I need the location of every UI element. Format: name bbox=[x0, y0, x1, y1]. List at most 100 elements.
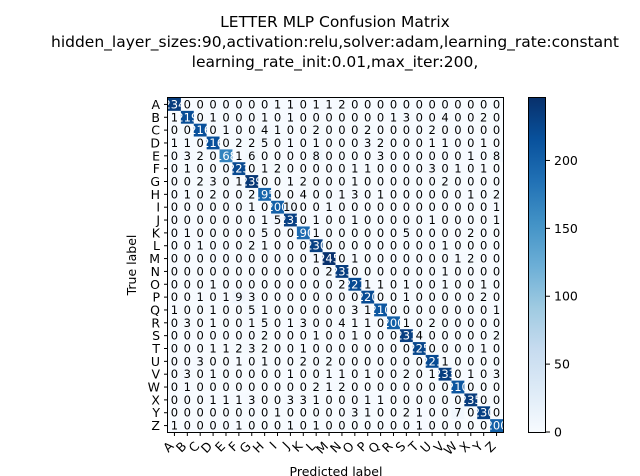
cell-value-label: 0 bbox=[287, 239, 294, 253]
heatmap-cell bbox=[490, 277, 504, 291]
cell-value-label: 2 bbox=[428, 316, 435, 330]
cell-value-label: 0 bbox=[313, 406, 320, 420]
cell-value-label: 1 bbox=[313, 252, 320, 266]
heatmap-cell bbox=[245, 329, 259, 343]
cell-value-label: 0 bbox=[300, 239, 307, 253]
y-tick-label: G bbox=[150, 174, 160, 189]
heatmap-cell bbox=[271, 354, 285, 369]
cell-value-label: 3 bbox=[403, 110, 410, 124]
cell-value-label: 2 bbox=[467, 252, 474, 266]
cell-value-label: 0 bbox=[222, 419, 229, 433]
cell-value-label: 0 bbox=[171, 342, 178, 356]
heatmap-cell bbox=[399, 110, 414, 124]
cell-value-label: 0 bbox=[493, 380, 500, 394]
heatmap-cell bbox=[219, 303, 233, 317]
cell-value-label: 0 bbox=[300, 110, 307, 124]
heatmap-cell bbox=[258, 329, 272, 343]
cell-value-label: 0 bbox=[390, 329, 397, 343]
heatmap-cell bbox=[271, 419, 285, 433]
heatmap-cell bbox=[387, 110, 401, 124]
heatmap-cell bbox=[464, 354, 478, 369]
cell-value-label: 0 bbox=[364, 342, 371, 356]
cell-value-label: 0 bbox=[222, 264, 229, 278]
cell-value-label: 1 bbox=[428, 136, 435, 150]
heatmap-cell bbox=[399, 98, 414, 112]
heatmap-cell bbox=[464, 367, 478, 381]
heatmap-cell bbox=[399, 419, 414, 433]
cell-value-label: 0 bbox=[377, 226, 384, 240]
heatmap-cell bbox=[374, 277, 388, 291]
cell-value-label: 0 bbox=[235, 97, 242, 111]
cell-value-label: 0 bbox=[416, 393, 423, 407]
cell-value-label: 1 bbox=[351, 329, 358, 343]
heatmap-cell bbox=[219, 329, 233, 343]
cell-value-label: 0 bbox=[403, 252, 410, 266]
cell-value-label: 0 bbox=[390, 187, 397, 201]
cell-value-label: 3 bbox=[351, 406, 358, 420]
heatmap-cell bbox=[206, 419, 220, 433]
heatmap-cell bbox=[335, 239, 349, 253]
cell-value-label: 0 bbox=[171, 264, 178, 278]
heatmap-cell bbox=[283, 265, 298, 279]
cell-value-label: 0 bbox=[261, 175, 268, 189]
heatmap-cell bbox=[425, 406, 439, 420]
cell-value-label: 0 bbox=[441, 380, 448, 394]
cell-value-label: 0 bbox=[313, 175, 320, 189]
cell-value-label: 2 bbox=[441, 175, 448, 189]
cell-value-label: 0 bbox=[248, 329, 255, 343]
cell-value-label: 2 bbox=[403, 367, 410, 381]
cell-value-label: 0 bbox=[428, 342, 435, 356]
cell-value-label: 0 bbox=[222, 316, 229, 330]
heatmap-cell bbox=[490, 175, 504, 189]
cell-value-label: 0 bbox=[403, 123, 410, 137]
cell-value-label: 0 bbox=[313, 264, 320, 278]
cell-value-label: 0 bbox=[351, 97, 358, 111]
cell-value-label: 1 bbox=[274, 97, 281, 111]
cell-value-label: 1 bbox=[480, 136, 487, 150]
heatmap-cell bbox=[322, 342, 336, 356]
cell-value-label: 0 bbox=[338, 213, 345, 227]
heatmap-cell bbox=[168, 419, 182, 433]
heatmap-cell bbox=[258, 110, 272, 124]
cell-value-label: 0 bbox=[454, 226, 461, 240]
heatmap-cell bbox=[283, 213, 298, 227]
heatmap-cell bbox=[490, 123, 504, 137]
cell-value-label: 0 bbox=[377, 162, 384, 176]
y-tick-label: M bbox=[149, 251, 160, 266]
heatmap-cell bbox=[322, 316, 336, 330]
cell-value-label: 2 bbox=[248, 136, 255, 150]
heatmap-cell bbox=[477, 98, 491, 112]
heatmap-cell bbox=[438, 200, 452, 214]
cell-value-label: 0 bbox=[171, 393, 178, 407]
heatmap-cell bbox=[245, 419, 259, 433]
heatmap-cell bbox=[425, 239, 439, 253]
heatmap-cell bbox=[168, 393, 182, 407]
cell-value-label: 0 bbox=[222, 187, 229, 201]
heatmap-cell bbox=[245, 239, 259, 253]
cell-value-label: 0 bbox=[416, 175, 423, 189]
cell-value-label: 0 bbox=[428, 252, 435, 266]
heatmap-cell bbox=[399, 252, 414, 266]
heatmap-cell bbox=[374, 303, 388, 317]
heatmap-cell bbox=[206, 329, 220, 343]
cell-value-label: 0 bbox=[467, 342, 474, 356]
heatmap-cell bbox=[232, 162, 246, 176]
heatmap-cell bbox=[412, 123, 426, 137]
heatmap-cell bbox=[477, 200, 491, 214]
heatmap-cell bbox=[296, 354, 311, 369]
cell-value-label: 0 bbox=[364, 329, 371, 343]
heatmap-cell bbox=[477, 342, 491, 356]
heatmap-cell bbox=[490, 354, 504, 369]
heatmap-cell bbox=[335, 277, 349, 291]
heatmap-cell bbox=[309, 213, 323, 227]
cell-value-label: 2 bbox=[248, 239, 255, 253]
heatmap-cell bbox=[271, 136, 285, 150]
heatmap-cell bbox=[271, 406, 285, 420]
cell-value-label: 1 bbox=[287, 136, 294, 150]
cell-value-label: 0 bbox=[235, 200, 242, 214]
cell-value-label: 1 bbox=[235, 354, 242, 368]
heatmap-cell bbox=[412, 393, 426, 407]
heatmap-cell bbox=[490, 239, 504, 253]
heatmap-cell bbox=[335, 162, 349, 176]
cell-value-label: 0 bbox=[325, 175, 332, 189]
